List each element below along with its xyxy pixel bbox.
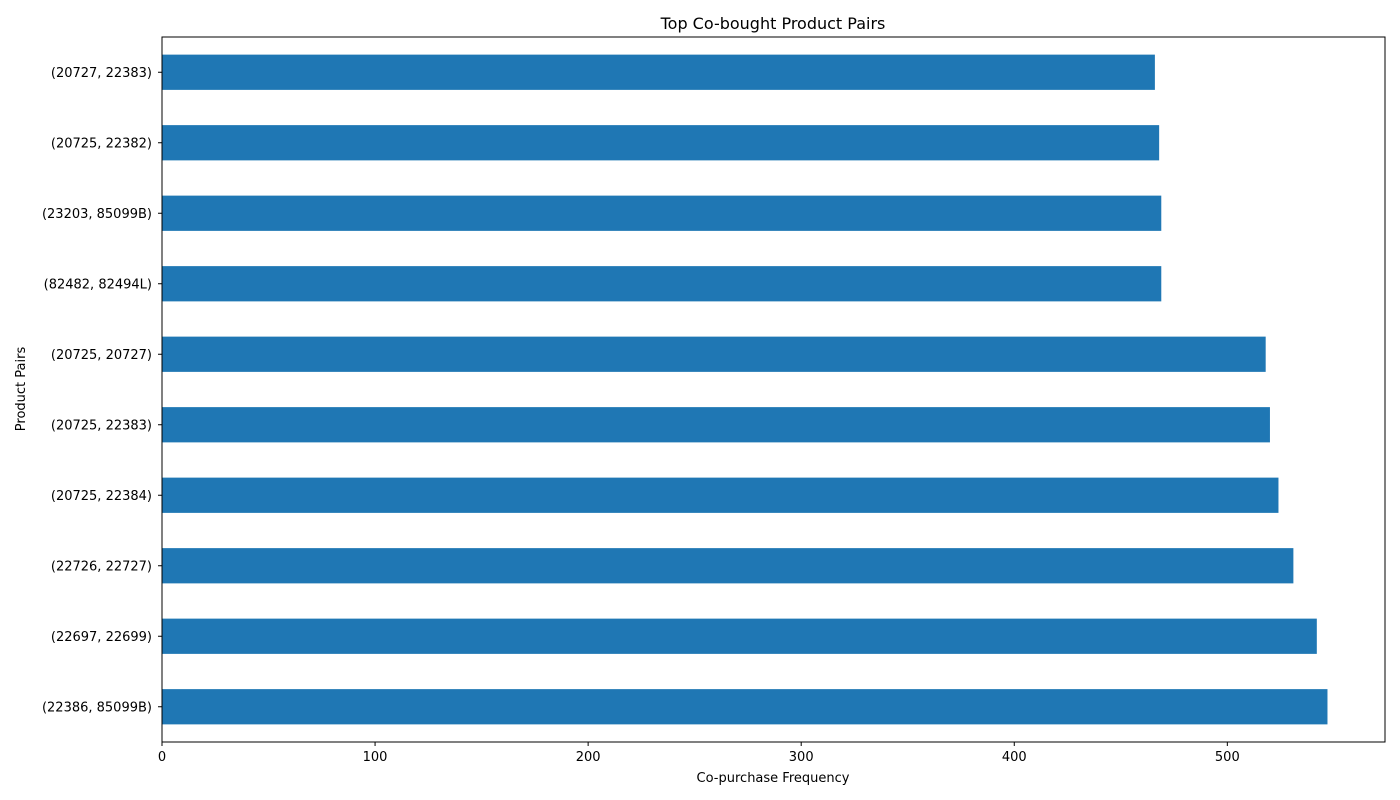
y-axis-label: Product Pairs	[14, 347, 29, 432]
bar	[162, 125, 1160, 161]
x-axis-label: Co-purchase Frequency	[697, 771, 850, 786]
y-tick-label: (22697, 22699)	[51, 630, 152, 645]
y-tick-label: (20725, 22382)	[51, 136, 152, 151]
bar	[162, 336, 1266, 372]
bar	[162, 195, 1162, 231]
x-tick-label: 500	[1215, 750, 1240, 765]
y-tick-label: (23203, 85099B)	[42, 207, 152, 222]
x-tick-label: 200	[576, 750, 601, 765]
y-tick-label: (22726, 22727)	[51, 559, 152, 574]
y-tick-label: (82482, 82494L)	[44, 277, 152, 292]
bar	[162, 266, 1162, 302]
x-tick-label: 100	[363, 750, 388, 765]
y-tick-label: (20727, 22383)	[51, 66, 152, 81]
axes-layer: (22386, 85099B) (22697, 22699) (22726, 227…	[42, 36, 1386, 765]
y-tick-label: (22386, 85099B)	[42, 700, 152, 715]
y-tick-label: (20725, 22383)	[51, 418, 152, 433]
x-tick-label: 400	[1002, 750, 1027, 765]
bar	[162, 477, 1279, 513]
plot-frame	[161, 36, 1386, 743]
y-tick-label: (20725, 20727)	[51, 348, 152, 363]
bar	[162, 548, 1294, 584]
bar	[162, 689, 1328, 725]
bar	[162, 407, 1270, 443]
bars-layer	[162, 54, 1328, 725]
bar	[162, 54, 1155, 90]
x-tick-label: 0	[158, 750, 166, 765]
y-tick-label: (20725, 22384)	[51, 489, 152, 504]
bar	[162, 618, 1317, 654]
x-tick-label: 300	[789, 750, 814, 765]
chart-title: Top Co-bought Product Pairs	[660, 14, 886, 33]
